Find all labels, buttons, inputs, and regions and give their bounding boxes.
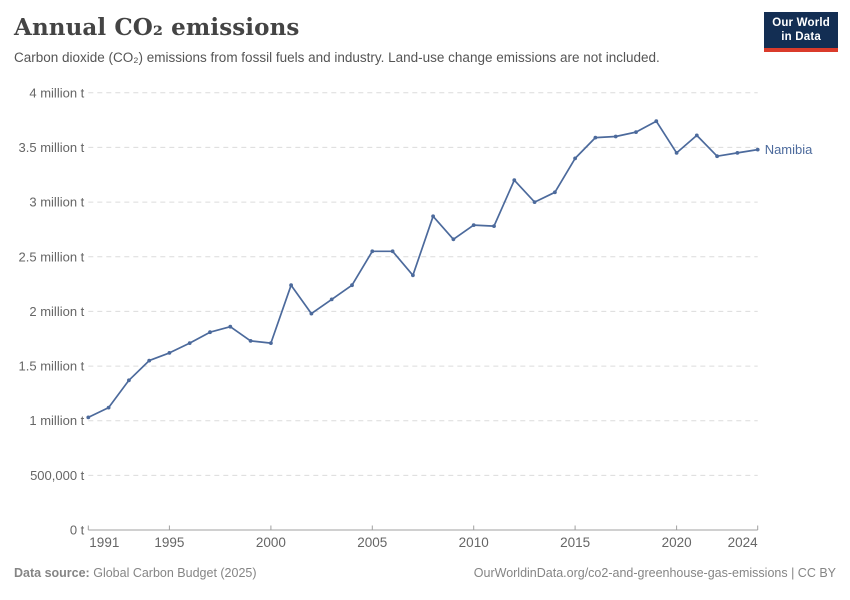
x-axis-label: 2000 — [256, 535, 286, 550]
data-point[interactable] — [431, 214, 435, 219]
y-axis-label: 3 million t — [29, 195, 84, 210]
data-point[interactable] — [350, 283, 354, 288]
data-point[interactable] — [126, 378, 131, 383]
owid-logo-line2: in Data — [781, 30, 821, 43]
data-point[interactable] — [654, 119, 659, 124]
y-axis-label: 0 t — [70, 523, 85, 538]
series-line-namibia[interactable] — [87, 120, 759, 419]
data-point[interactable] — [370, 249, 375, 254]
data-point[interactable] — [187, 341, 192, 345]
data-point[interactable] — [86, 415, 91, 420]
data-point[interactable] — [674, 151, 679, 155]
data-point[interactable] — [634, 130, 638, 134]
x-axis-label: 2015 — [560, 535, 590, 550]
data-point[interactable] — [167, 351, 172, 355]
y-axis-label: 3.5 million t — [19, 140, 85, 155]
data-source: Data source: Global Carbon Budget (2025) — [14, 566, 257, 580]
data-point[interactable] — [451, 237, 456, 242]
data-point[interactable] — [573, 156, 577, 161]
data-point[interactable] — [735, 151, 740, 155]
chart-footer: Data source: Global Carbon Budget (2025)… — [14, 566, 836, 580]
entity-label[interactable]: Namibia — [765, 142, 813, 157]
data-point[interactable] — [553, 190, 557, 195]
data-point[interactable] — [390, 249, 395, 254]
data-point[interactable] — [208, 330, 212, 335]
y-axis-label: 1 million t — [29, 413, 84, 428]
data-point[interactable] — [755, 147, 760, 152]
data-point[interactable] — [309, 311, 314, 316]
x-axis-label: 2010 — [459, 535, 489, 550]
owid-logo-line1: Our World — [772, 17, 830, 29]
data-point[interactable] — [492, 224, 496, 229]
data-point[interactable] — [471, 223, 476, 228]
data-point[interactable] — [715, 154, 719, 159]
x-axis-label: 2024 — [728, 535, 759, 550]
y-axis-label: 500,000 t — [30, 468, 85, 483]
data-source-value: Global Carbon Budget (2025) — [93, 566, 257, 580]
y-axis-label: 2.5 million t — [19, 249, 85, 264]
y-axis-label: 2 million t — [29, 304, 84, 319]
data-point[interactable] — [593, 135, 598, 140]
y-axis-label: 1.5 million t — [19, 359, 85, 374]
x-axis-label: 2005 — [357, 535, 387, 550]
data-point[interactable] — [613, 134, 618, 139]
data-point[interactable] — [532, 200, 537, 204]
x-axis-label: 1995 — [154, 535, 184, 550]
data-point[interactable] — [106, 405, 111, 410]
footer-link[interactable]: OurWorldinData.org/co2-and-greenhouse-ga… — [473, 566, 836, 580]
chart-subtitle: Carbon dioxide (CO₂) emissions from foss… — [14, 50, 660, 65]
data-point[interactable] — [269, 341, 273, 345]
emissions-line-chart[interactable]: 0 t 500,000 t 1 million t 1.5 million t 2 mi… — [0, 85, 850, 560]
data-point[interactable] — [228, 324, 233, 329]
data-point[interactable] — [411, 273, 415, 278]
x-axis-label: 2020 — [662, 535, 692, 550]
data-point[interactable] — [289, 283, 293, 288]
page-title: Annual CO₂ emissions — [14, 14, 300, 41]
data-point[interactable] — [512, 178, 517, 183]
y-axis-label: 4 million t — [29, 85, 84, 100]
chart-header: Annual CO₂ emissions Carbon dioxide (CO₂… — [14, 13, 660, 66]
data-point[interactable] — [248, 339, 253, 343]
data-point[interactable] — [147, 358, 152, 363]
owid-logo[interactable]: Our World in Data — [764, 12, 838, 52]
data-point[interactable] — [694, 133, 699, 138]
x-axis-label: 1991 — [89, 535, 119, 550]
data-source-label: Data source: — [14, 566, 90, 580]
data-point[interactable] — [329, 297, 334, 302]
